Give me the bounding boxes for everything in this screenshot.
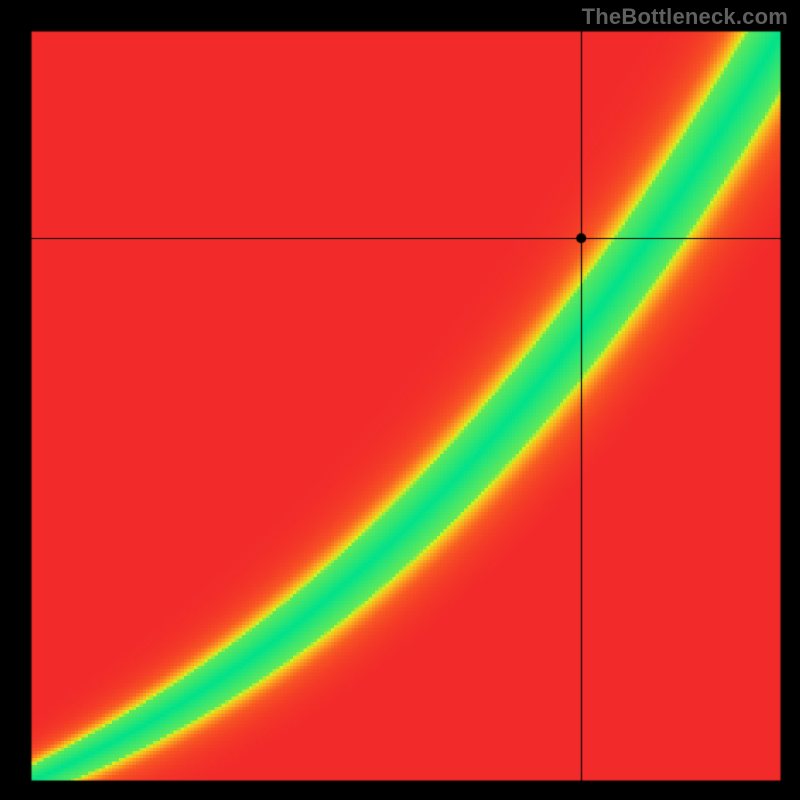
watermark-text: TheBottleneck.com (582, 4, 788, 30)
crosshair-overlay (0, 0, 800, 800)
